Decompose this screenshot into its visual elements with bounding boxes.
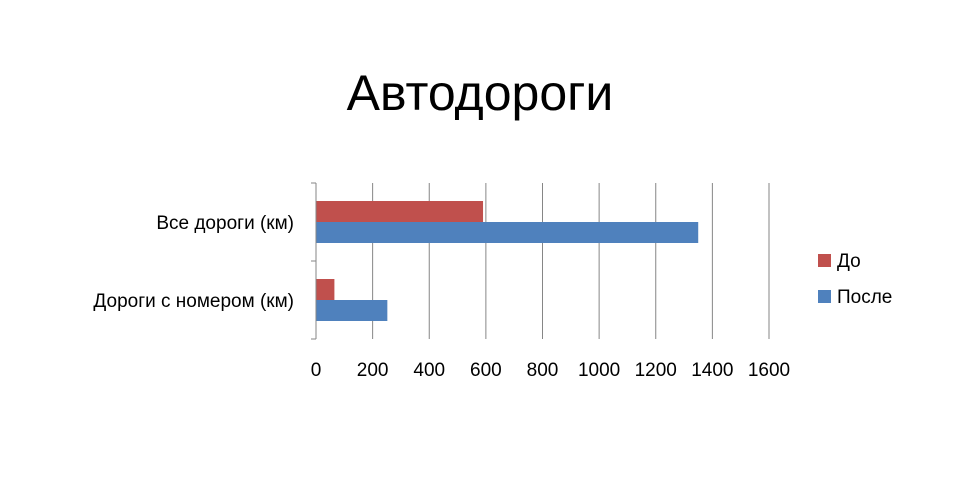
x-tick-label: 1400 (691, 360, 733, 381)
category-axis (311, 182, 317, 340)
bar-do (316, 201, 484, 222)
bar-posle (316, 300, 388, 321)
legend: До После (818, 251, 892, 308)
x-tick-label: 1000 (578, 360, 620, 381)
legend-label: До (837, 251, 861, 272)
chart-title: Автодороги (347, 65, 614, 121)
bars (316, 201, 699, 321)
x-tick-label: 600 (470, 360, 502, 381)
x-tick-label: 200 (357, 360, 389, 381)
bar-do (316, 279, 335, 300)
x-tick-label: 400 (413, 360, 445, 381)
x-tick-label: 1600 (748, 360, 790, 381)
x-tick-label: 0 (311, 360, 322, 381)
category-label: Дороги с номером (км) (93, 291, 294, 312)
legend-swatch (818, 290, 831, 303)
bar-posle (316, 222, 699, 243)
x-tick-label: 1200 (635, 360, 677, 381)
axis-labels: 0 200 400 600 800 1000 1200 1400 1600 Все дороги … (93, 213, 790, 381)
category-label: Все дороги (км) (156, 213, 294, 234)
x-tick-label: 800 (527, 360, 559, 381)
legend-label: После (837, 287, 892, 308)
legend-swatch (818, 254, 831, 267)
